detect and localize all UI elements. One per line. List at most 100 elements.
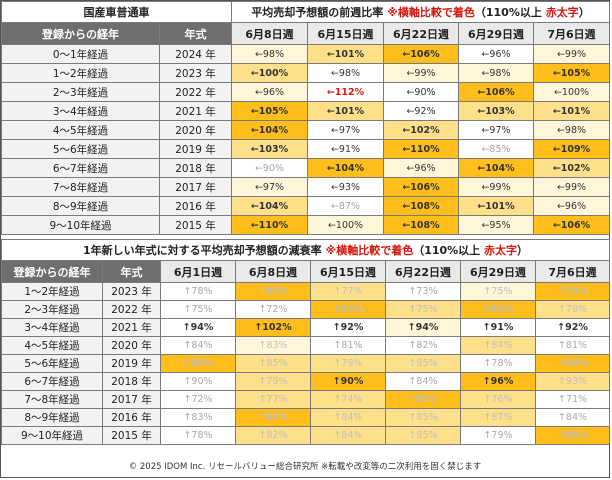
- ratio-cell: ↑79%: [534, 282, 611, 301]
- ratio-cell: ↑102%: [235, 318, 311, 337]
- ratio-cell: ←104%: [231, 196, 308, 216]
- ratio-cell: ←105%: [231, 101, 308, 121]
- ratio-cell: ←90%: [383, 82, 459, 102]
- table-row: 3～4年経過 2021 年 ↑94% ↑102% ↑92% ↑94% ↑91% ↑92%: [1, 318, 611, 337]
- row-label-elapsed: 6～7年経過: [1, 158, 160, 178]
- table2-title-paren-open: （110%以上: [413, 244, 481, 257]
- ratio-cell: ↑75%: [460, 282, 536, 301]
- row-label-year: 2021 年: [102, 318, 161, 337]
- ratio-cell: ↑84%: [534, 408, 611, 427]
- copyright-footer: © 2025 IDOM Inc. リセールバリュー総合研究所 ※転載や改変等の二…: [128, 462, 482, 472]
- ratio-cell: ←110%: [231, 215, 308, 235]
- category-title: 国産車普通車: [1, 1, 232, 23]
- row-label-year: 2015 年: [102, 426, 161, 445]
- ratio-cell: ↑85%: [235, 354, 311, 373]
- ratio-cell: ←99%: [383, 63, 459, 83]
- row-label-elapsed: 7～8年経過: [1, 390, 103, 409]
- ratio-cell: ↑85%: [385, 426, 461, 445]
- table-row: 8～9年経過 2016 年 ←104% ←87% ←108% ←101% ←96%: [1, 196, 610, 216]
- table2-title-note: ※横軸比較で着色: [325, 244, 414, 257]
- column-header-year: 年式: [102, 260, 161, 283]
- column-header-elapsed: 登録からの経年: [1, 22, 160, 45]
- table-row: 9～10年経過 2015 年 ↑78% ↑82% ↑84% ↑85% ↑79% ↑88%: [1, 426, 611, 445]
- ratio-cell: ↑85%: [385, 408, 461, 427]
- ratio-cell: ←103%: [458, 101, 534, 121]
- ratio-cell: ←96%: [383, 158, 459, 178]
- row-label-elapsed: 2～3年経過: [1, 82, 160, 102]
- ratio-cell: ↑92%: [310, 318, 386, 337]
- table-row: 5～6年経過 2019 年 ←103% ←91% ←110% ←85% ←109%: [1, 139, 610, 159]
- row-label-year: 2022 年: [102, 300, 161, 319]
- ratio-cell: ←92%: [383, 101, 459, 121]
- ratio-cell: ↑91%: [460, 318, 536, 337]
- table-row: 5～6年経過 2019 年 ↑86% ↑85% ↑79% ↑85% ↑78% ↑84%: [1, 354, 611, 373]
- table-row: 6～7年経過 2018 年 ↑90% ↑79% ↑90% ↑84% ↑96% ↑93%: [1, 372, 611, 391]
- ratio-cell: ←97%: [307, 120, 384, 140]
- ratio-cell: ←101%: [458, 196, 534, 216]
- column-header-elapsed: 登録からの経年: [1, 260, 103, 283]
- ratio-cell: ←110%: [383, 139, 459, 159]
- ratio-cell: ←100%: [307, 215, 384, 235]
- ratio-cell: ←93%: [307, 177, 384, 197]
- column-header-week: 7月6日週: [533, 22, 610, 45]
- row-label-elapsed: 8～9年経過: [1, 196, 160, 216]
- table-row: 3～4年経過 2021 年 ←105% ←101% ←92% ←103% ←101%: [1, 101, 610, 121]
- row-label-year: 2015 年: [159, 215, 232, 235]
- ratio-cell: ↑82%: [235, 426, 311, 445]
- column-header-year: 年式: [159, 22, 232, 45]
- weekly-ratio-table: 国産車普通車 平均売却予想額の前週比率 ※横軸比較で着色（110%以上 赤太字）…: [1, 1, 610, 235]
- ratio-cell: ↑79%: [310, 354, 386, 373]
- table1-title-red: 赤太字: [545, 6, 579, 19]
- ratio-cell: ↑96%: [460, 372, 536, 391]
- ratio-cell: ↑77%: [310, 282, 386, 301]
- ratio-cell: ←108%: [383, 215, 459, 235]
- row-label-year: 2018 年: [102, 372, 161, 391]
- column-header-week: 6月8日週: [235, 260, 311, 283]
- ratio-cell: ←96%: [533, 196, 610, 216]
- row-label-elapsed: 3～4年経過: [1, 101, 160, 121]
- ratio-cell: ←97%: [458, 120, 534, 140]
- table-row: 4～5年経過 2020 年 ↑84% ↑83% ↑81% ↑82% ↑84% ↑81%: [1, 336, 611, 355]
- table-row: 4～5年経過 2020 年 ←104% ←97% ←102% ←97% ←98%: [1, 120, 610, 140]
- table1-title-paren-close: ）: [578, 6, 590, 19]
- ratio-cell: ↑92%: [534, 318, 611, 337]
- row-label-elapsed: 1～2年経過: [1, 63, 160, 83]
- row-label-year: 2017 年: [159, 177, 232, 197]
- column-header-week: 6月15日週: [307, 22, 384, 45]
- ratio-cell: ←99%: [533, 177, 610, 197]
- ratio-cell: ↑73%: [385, 282, 461, 301]
- ratio-cell: ↑86%: [160, 354, 236, 373]
- table2-title-paren-close: ）: [517, 244, 529, 257]
- table1-title-note: ※横軸比較で着色: [387, 6, 475, 19]
- ratio-cell: ←91%: [307, 139, 384, 159]
- column-header-week: 6月22日週: [383, 22, 459, 45]
- row-label-year: 2024 年: [159, 44, 232, 64]
- table-row: 6～7年経過 2018 年 ←90% ←104% ←96% ←104% ←102%: [1, 158, 610, 178]
- table2-title-main: 1年新しい年式に対する平均売却予想額の減衰率: [83, 244, 322, 257]
- row-label-elapsed: 2～3年経過: [1, 300, 103, 319]
- ratio-cell: ↑84%: [534, 354, 611, 373]
- column-header-week: 6月29日週: [460, 260, 536, 283]
- table1-title-main: 平均売却予想額の前週比率: [251, 6, 384, 19]
- ratio-cell: ←106%: [383, 44, 459, 64]
- ratio-cell: ↑84%: [160, 336, 236, 355]
- ratio-cell: ←112%: [307, 82, 384, 102]
- column-header-week: 6月15日週: [310, 260, 386, 283]
- ratio-cell: ←101%: [307, 44, 384, 64]
- ratio-cell: ←87%: [307, 196, 384, 216]
- ratio-cell: ←96%: [458, 44, 534, 64]
- decay-rate-table: 1年新しい年式に対する平均売却予想額の減衰率 ※横軸比較で着色（110%以上 赤…: [0, 239, 611, 445]
- ratio-cell: ↑81%: [534, 336, 611, 355]
- ratio-cell: ↑75%: [385, 300, 461, 319]
- ratio-cell: ←106%: [533, 215, 610, 235]
- column-header-week: 6月1日週: [160, 260, 236, 283]
- column-header-week: 6月22日週: [385, 260, 461, 283]
- row-label-year: 2021 年: [159, 101, 232, 121]
- ratio-cell: ←106%: [383, 177, 459, 197]
- ratio-cell: ←102%: [383, 120, 459, 140]
- row-label-elapsed: 8～9年経過: [1, 408, 103, 427]
- ratio-cell: ↑84%: [310, 408, 386, 427]
- table-row: 2～3年経過 2022 年 ←96% ←112% ←90% ←106% ←100%: [1, 82, 610, 102]
- ratio-cell: ←101%: [533, 101, 610, 121]
- ratio-cell: ↑72%: [235, 300, 311, 319]
